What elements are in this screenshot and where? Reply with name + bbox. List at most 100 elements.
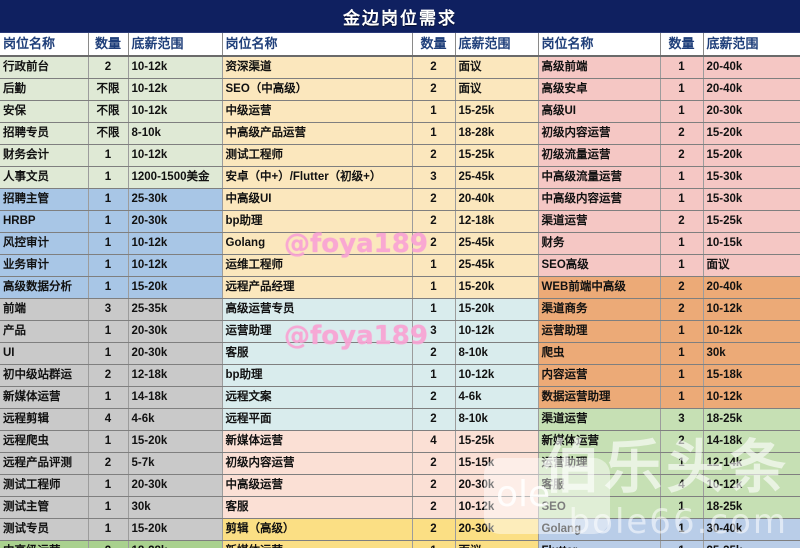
job-salary[interactable]: 面议	[455, 540, 539, 548]
job-count[interactable]: 2	[88, 364, 129, 387]
job-salary[interactable]: 15-20k	[128, 276, 223, 299]
job-count[interactable]: 4	[412, 430, 456, 453]
job-salary[interactable]: 20-30k	[455, 518, 539, 541]
job-name[interactable]: 远程文案	[222, 386, 413, 409]
header-name-3[interactable]: 岗位名称	[538, 33, 661, 57]
job-name[interactable]: 中高级流量运营	[538, 166, 661, 189]
job-salary[interactable]: 10-12k	[703, 474, 800, 497]
job-salary[interactable]: 18-25k	[703, 408, 800, 431]
job-salary[interactable]: 10-12k	[128, 56, 223, 79]
job-salary[interactable]: 4-6k	[455, 386, 539, 409]
job-salary[interactable]: 10-12k	[703, 386, 800, 409]
header-name-2[interactable]: 岗位名称	[222, 33, 413, 57]
job-name[interactable]: 初级流量运营	[538, 144, 661, 167]
job-count[interactable]: 1	[412, 540, 456, 548]
job-salary[interactable]: 30-40k	[703, 518, 800, 541]
job-count[interactable]: 1	[412, 276, 456, 299]
job-salary[interactable]: 10-12k	[128, 254, 223, 277]
job-count[interactable]: 1	[660, 188, 704, 211]
job-count[interactable]: 1	[88, 430, 129, 453]
job-name[interactable]: 客服	[538, 474, 661, 497]
header-count-2[interactable]: 数量	[412, 33, 456, 57]
job-name[interactable]: 远程平面	[222, 408, 413, 431]
job-salary[interactable]: 20-40k	[455, 188, 539, 211]
job-salary[interactable]: 10-12k	[128, 78, 223, 101]
job-count[interactable]: 1	[88, 342, 129, 365]
job-salary[interactable]: 15-20k	[128, 518, 223, 541]
job-count[interactable]: 2	[660, 144, 704, 167]
job-name[interactable]: bp助理	[222, 210, 413, 233]
job-count[interactable]: 1	[412, 364, 456, 387]
job-count[interactable]: 2	[660, 210, 704, 233]
job-count[interactable]: 1	[88, 188, 129, 211]
job-count[interactable]: 1	[660, 364, 704, 387]
job-count[interactable]: 不限	[88, 78, 129, 101]
job-count[interactable]: 2	[660, 298, 704, 321]
job-name[interactable]: 运营助理	[222, 320, 413, 343]
header-name-1[interactable]: 岗位名称	[0, 33, 89, 57]
job-salary[interactable]: 10-12k	[128, 100, 223, 123]
job-name[interactable]: 测试工程师	[0, 474, 89, 497]
job-count[interactable]: 2	[412, 210, 456, 233]
job-count[interactable]: 2	[412, 496, 456, 519]
job-salary[interactable]: 18-25k	[703, 496, 800, 519]
job-salary[interactable]: 15-25k	[703, 210, 800, 233]
job-salary[interactable]: 25-30k	[128, 188, 223, 211]
job-name[interactable]: 业务审计	[0, 254, 89, 277]
job-salary[interactable]: 20-30k	[128, 320, 223, 343]
job-count[interactable]: 2	[412, 56, 456, 79]
job-count[interactable]: 1	[660, 254, 704, 277]
job-count[interactable]: 3	[412, 320, 456, 343]
job-salary[interactable]: 15-18k	[703, 364, 800, 387]
job-count[interactable]: 1	[88, 144, 129, 167]
job-name[interactable]: 风控审计	[0, 232, 89, 255]
job-count[interactable]: 1	[660, 496, 704, 519]
job-count[interactable]: 2	[88, 452, 129, 475]
job-count[interactable]: 1	[88, 210, 129, 233]
job-name[interactable]: 远程爬虫	[0, 430, 89, 453]
job-name[interactable]: 远程剪辑	[0, 408, 89, 431]
job-count[interactable]: 1	[660, 78, 704, 101]
header-salary-3[interactable]: 底薪范围	[703, 33, 800, 57]
job-name[interactable]: 测试工程师	[222, 144, 413, 167]
job-count[interactable]: 1	[660, 56, 704, 79]
job-count[interactable]: 不限	[88, 100, 129, 123]
job-name[interactable]: 财务会计	[0, 144, 89, 167]
job-salary[interactable]: 25-45k	[455, 166, 539, 189]
job-name[interactable]: 初级内容运营	[222, 452, 413, 475]
job-count[interactable]: 3	[88, 298, 129, 321]
job-salary[interactable]: 18-28k	[455, 122, 539, 145]
job-name[interactable]: 行政前台	[0, 56, 89, 79]
job-count[interactable]: 2	[660, 430, 704, 453]
job-salary[interactable]: 25-35k	[128, 298, 223, 321]
job-count[interactable]: 3	[660, 408, 704, 431]
job-salary[interactable]: 15-25k	[455, 430, 539, 453]
job-name[interactable]: 初级内容运营	[538, 122, 661, 145]
job-salary[interactable]: 1200-1500美金	[128, 166, 223, 189]
job-count[interactable]: 1	[88, 320, 129, 343]
header-count-1[interactable]: 数量	[88, 33, 129, 57]
job-salary[interactable]: 12-18k	[455, 210, 539, 233]
job-salary[interactable]: 18-28k	[128, 540, 223, 548]
job-name[interactable]: 新媒体运营	[222, 540, 413, 548]
job-salary[interactable]: 25-45k	[455, 254, 539, 277]
job-name[interactable]: 运维工程师	[222, 254, 413, 277]
job-salary[interactable]: 8-10k	[128, 122, 223, 145]
job-count[interactable]: 2	[412, 232, 456, 255]
job-name[interactable]: 运营助理	[538, 452, 661, 475]
job-salary[interactable]: 20-30k	[455, 474, 539, 497]
job-name[interactable]: 渠道运营	[538, 210, 661, 233]
job-count[interactable]: 3	[412, 166, 456, 189]
job-name[interactable]: 高级安卓	[538, 78, 661, 101]
job-salary[interactable]: 20-30k	[703, 100, 800, 123]
job-salary[interactable]: 20-30k	[128, 342, 223, 365]
job-count[interactable]: 1	[660, 452, 704, 475]
job-count[interactable]: 2	[412, 452, 456, 475]
job-count[interactable]: 1	[660, 166, 704, 189]
job-name[interactable]: 后勤	[0, 78, 89, 101]
job-salary[interactable]: 10-12k	[128, 144, 223, 167]
job-name[interactable]: WEB前端中高级	[538, 276, 661, 299]
job-count[interactable]: 1	[660, 540, 704, 548]
job-salary[interactable]: 20-40k	[703, 276, 800, 299]
job-salary[interactable]: 20-30k	[128, 474, 223, 497]
